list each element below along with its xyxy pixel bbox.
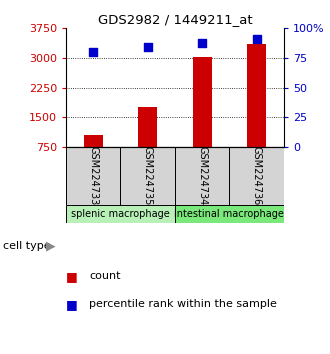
Point	[254, 36, 259, 42]
Bar	[229, 147, 284, 205]
Bar	[193, 57, 212, 147]
Bar	[175, 205, 284, 223]
Text: cell type: cell type	[3, 241, 51, 251]
Text: GSM224733: GSM224733	[88, 146, 98, 205]
Text: splenic macrophage: splenic macrophage	[71, 209, 170, 219]
Text: ■: ■	[66, 298, 78, 311]
Title: GDS2982 / 1449211_at: GDS2982 / 1449211_at	[98, 13, 252, 26]
Bar	[175, 147, 229, 205]
Bar	[66, 205, 175, 223]
Text: percentile rank within the sample: percentile rank within the sample	[89, 299, 277, 309]
Text: ▶: ▶	[46, 240, 56, 252]
Point	[90, 49, 96, 55]
Bar	[138, 107, 157, 147]
Text: intestinal macrophage: intestinal macrophage	[175, 209, 284, 219]
Text: count: count	[89, 271, 120, 281]
Bar	[120, 147, 175, 205]
Text: GSM224736: GSM224736	[251, 146, 262, 205]
Bar	[66, 147, 120, 205]
Text: GSM224734: GSM224734	[197, 146, 207, 205]
Text: ■: ■	[66, 270, 78, 282]
Bar	[84, 135, 103, 147]
Point	[199, 40, 205, 45]
Bar	[247, 44, 266, 147]
Text: GSM224735: GSM224735	[143, 146, 153, 205]
Point	[145, 45, 150, 50]
